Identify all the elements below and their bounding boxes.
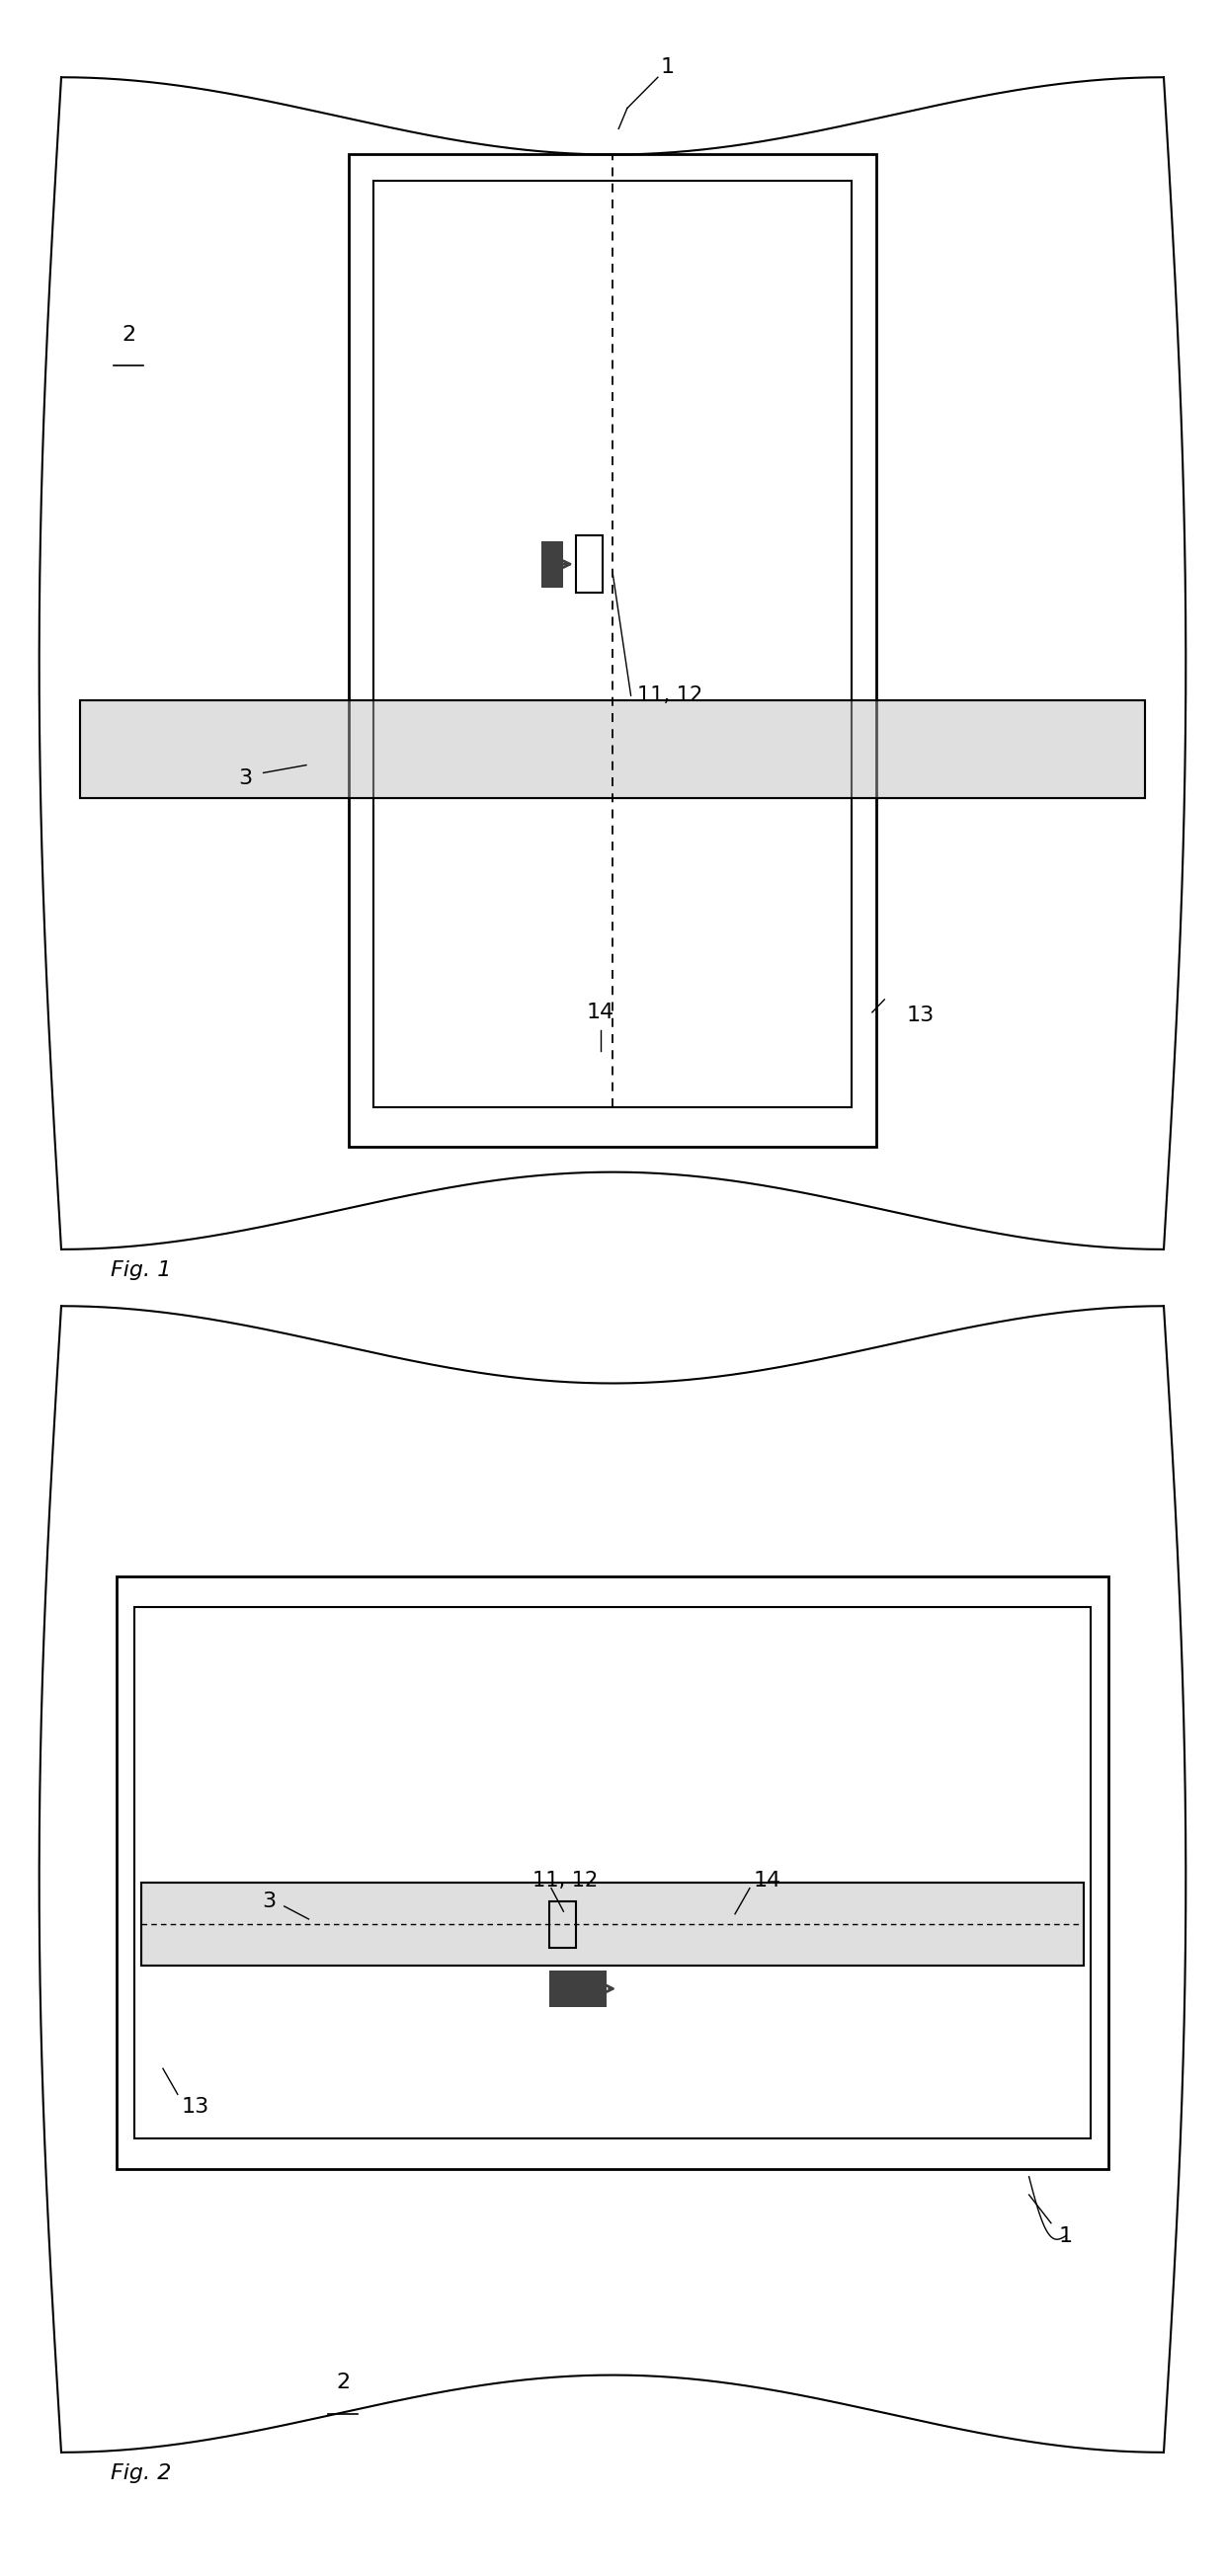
Bar (374, 180, 851, 1108)
Text: 1: 1 (1058, 2226, 1073, 2246)
Bar (135, 1607, 1090, 2138)
Bar (549, 1901, 576, 1947)
Text: 13: 13 (906, 1005, 935, 1025)
Bar (549, 1971, 606, 2007)
Bar (116, 1577, 1109, 2169)
Text: 2: 2 (336, 2372, 350, 2393)
Bar (141, 1883, 1084, 1965)
Text: Fig. 2: Fig. 2 (110, 2463, 170, 2483)
Text: 14: 14 (753, 1870, 782, 1891)
Bar (141, 1883, 1084, 1965)
Text: 3: 3 (262, 1891, 277, 1911)
Bar (541, 541, 564, 587)
Text: 2: 2 (121, 325, 136, 345)
Bar (576, 536, 603, 592)
Bar (80, 701, 1145, 799)
Text: 1: 1 (660, 57, 675, 77)
Text: 11, 12: 11, 12 (637, 685, 702, 706)
Text: Fig. 1: Fig. 1 (110, 1260, 170, 1280)
Bar (80, 701, 1145, 799)
Text: 11, 12: 11, 12 (533, 1870, 598, 1891)
Text: 13: 13 (181, 2097, 209, 2117)
Text: 14: 14 (587, 1002, 614, 1023)
Text: 3: 3 (238, 768, 252, 788)
Bar (349, 155, 876, 1146)
